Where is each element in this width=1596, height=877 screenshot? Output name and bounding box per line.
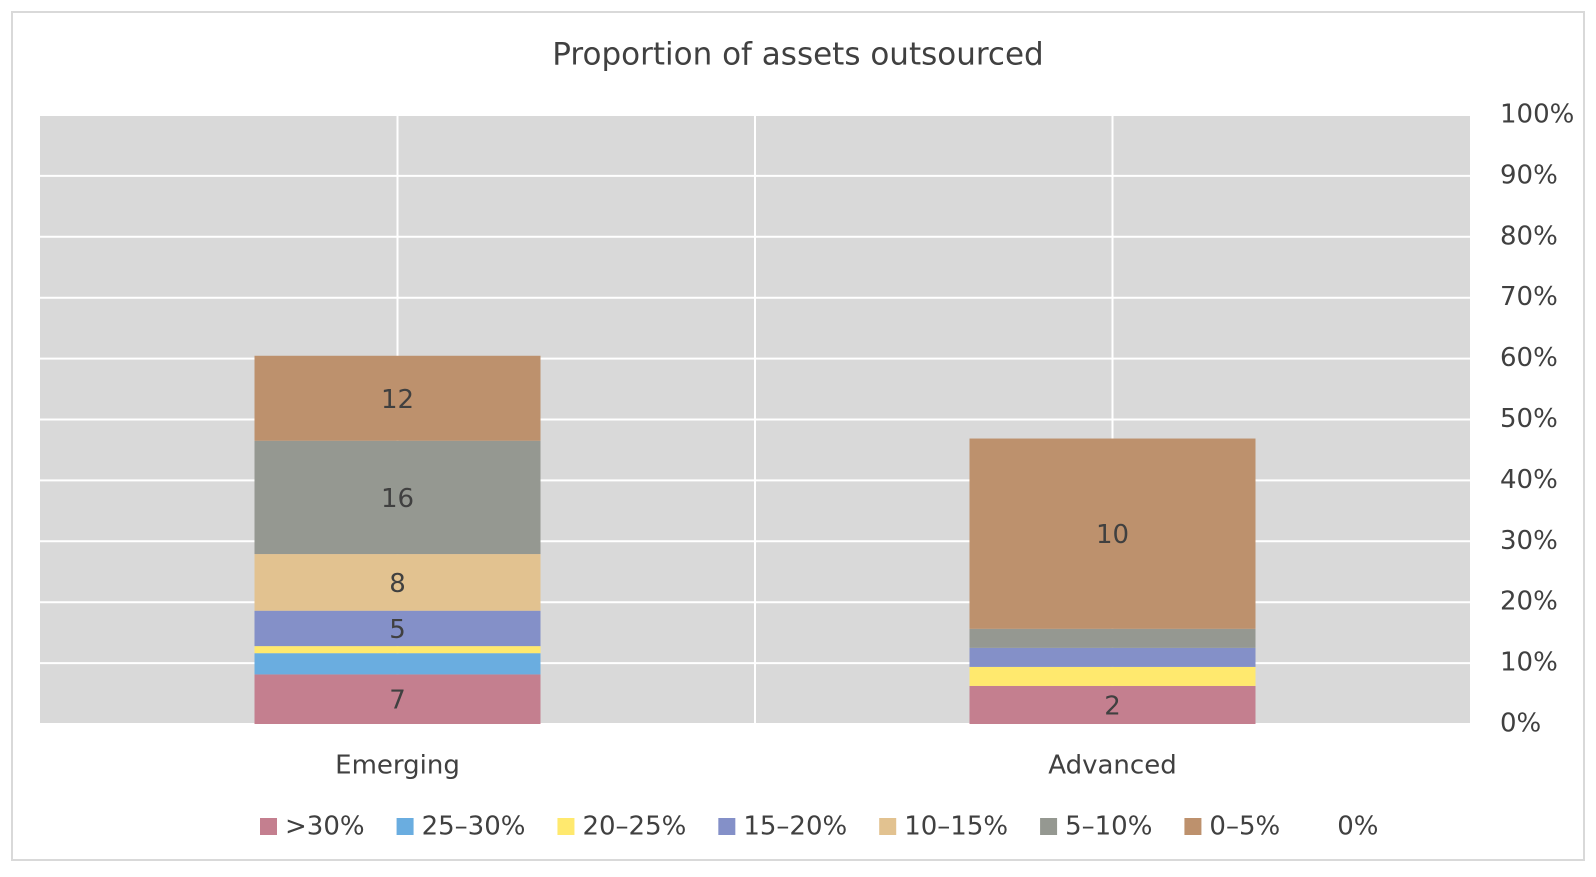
bar-segment: [969, 685, 1256, 724]
bar-segment: [254, 610, 541, 647]
legend-label: 20–25%: [582, 812, 686, 842]
x-tick-label: Emerging: [335, 751, 460, 781]
legend-swatch: [1040, 818, 1058, 835]
legend-swatch: [879, 818, 897, 835]
bar-segment: [254, 646, 541, 654]
data-label: 2: [1104, 691, 1121, 721]
y-tick-label: 100%: [1500, 100, 1574, 130]
y-tick-label: 20%: [1500, 587, 1558, 617]
bar-segment: [254, 554, 541, 611]
y-tick-label: 90%: [1500, 160, 1558, 190]
legend-swatch: [1184, 818, 1202, 835]
legend-label: 5–10%: [1065, 812, 1152, 842]
bar-segment: [254, 674, 541, 724]
data-label: 10: [1096, 520, 1129, 550]
legend-swatch: [557, 818, 575, 835]
data-label: 8: [389, 569, 406, 599]
legend-label: 0–5%: [1209, 812, 1280, 842]
bar-segment: [969, 666, 1256, 686]
data-label: 16: [381, 484, 414, 514]
y-tick-label: 50%: [1500, 404, 1558, 434]
bar-segment: [969, 647, 1256, 667]
y-tick-label: 0%: [1500, 709, 1541, 739]
y-tick-label: 70%: [1500, 282, 1558, 312]
data-label: 12: [381, 385, 414, 415]
legend-label: 25–30%: [422, 812, 526, 842]
data-label: 5: [389, 615, 406, 645]
legend-swatch: [718, 818, 736, 835]
legend-label: 10–15%: [904, 812, 1008, 842]
legend-label: 15–20%: [743, 812, 847, 842]
legend-label: 0%: [1337, 812, 1378, 842]
bar-segment: [254, 440, 541, 555]
legend-swatch: [396, 818, 414, 835]
chart-title: Proportion of assets outsourced: [552, 37, 1043, 73]
bar-segment: [254, 653, 541, 675]
bar-segment: [969, 628, 1256, 648]
data-label: 7: [389, 686, 406, 716]
y-tick-label: 60%: [1500, 343, 1558, 373]
legend-swatch: [260, 818, 277, 835]
y-tick-label: 30%: [1500, 526, 1558, 556]
bar-segment: [254, 355, 541, 441]
y-tick-label: 10%: [1500, 648, 1558, 678]
y-tick-label: 80%: [1500, 221, 1558, 251]
legend-label: >30%: [285, 812, 365, 842]
bar-segment: [969, 438, 1256, 629]
x-tick-label: Advanced: [1048, 751, 1176, 781]
y-tick-label: 40%: [1500, 465, 1558, 495]
